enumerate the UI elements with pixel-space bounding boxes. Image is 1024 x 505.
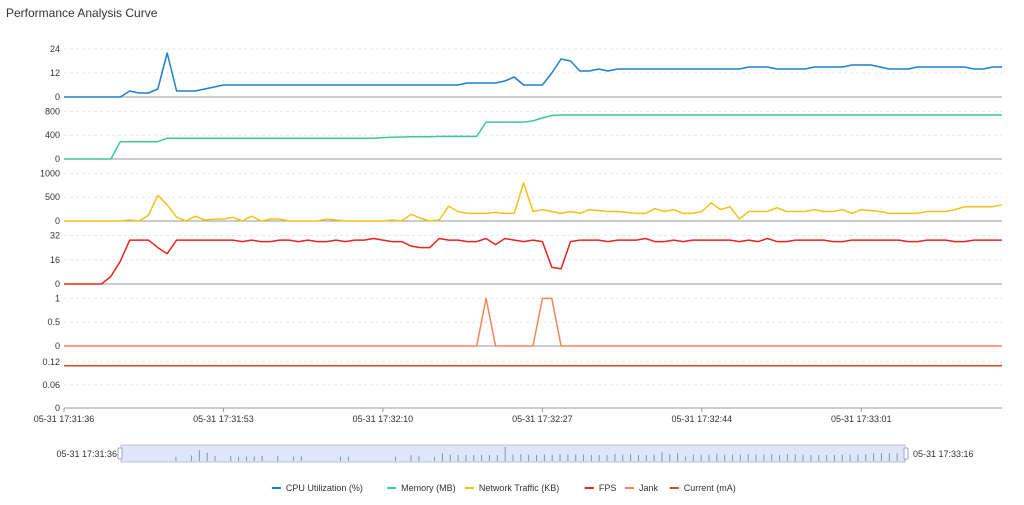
series-line-jank <box>64 297 1002 347</box>
series-line-cpu-utilization <box>64 52 1002 98</box>
y-tick-label: 1000 <box>40 168 60 178</box>
y-tick-label: 500 <box>45 192 60 202</box>
zoom-start-label: 05-31 17:31:36 <box>56 449 117 459</box>
y-tick-label: 24 <box>50 44 60 54</box>
legend-item-label[interactable]: CPU Utilization (%) <box>286 483 363 493</box>
y-tick-label: 0 <box>55 403 60 413</box>
y-tick-label: 16 <box>50 255 60 265</box>
y-tick-label: 0 <box>55 154 60 164</box>
y-tick-label: 0.5 <box>47 317 60 327</box>
legend-item-label[interactable]: Jank <box>639 483 659 493</box>
zoom-end-label: 05-31 17:33:16 <box>913 449 974 459</box>
x-tick-label: 05-31 17:31:36 <box>34 414 95 424</box>
y-tick-label: 0.06 <box>42 380 60 390</box>
y-tick-label: 800 <box>45 106 60 116</box>
y-tick-label: 32 <box>50 231 60 241</box>
legend-item-label[interactable]: Memory (MB) <box>401 483 456 493</box>
legend-item-label[interactable]: Network Traffic (KB) <box>479 483 559 493</box>
y-tick-label: 0 <box>55 341 60 351</box>
x-tick-label: 05-31 17:32:10 <box>353 414 414 424</box>
page-title: Performance Analysis Curve <box>6 6 158 20</box>
x-tick-label: 05-31 17:32:27 <box>512 414 573 424</box>
x-tick-label: 05-31 17:31:53 <box>193 414 254 424</box>
series-line-memory-mb <box>64 114 1002 160</box>
y-tick-label: 0.12 <box>42 357 60 367</box>
x-tick-label: 05-31 17:32:44 <box>672 414 733 424</box>
y-tick-label: 12 <box>50 68 60 78</box>
y-tick-label: 0 <box>55 216 60 226</box>
legend-item-label[interactable]: FPS <box>599 483 617 493</box>
zoom-handle-left[interactable] <box>117 447 123 460</box>
y-tick-label: 400 <box>45 130 60 140</box>
y-tick-label: 1 <box>55 293 60 303</box>
x-tick-label: 05-31 17:33:01 <box>831 414 892 424</box>
series-line-network-traffic-kb <box>64 182 1003 222</box>
series-line-fps <box>64 237 1002 285</box>
y-tick-label: 0 <box>55 279 60 289</box>
zoom-handle-right[interactable] <box>903 447 909 460</box>
legend-item-label[interactable]: Current (mA) <box>684 483 736 493</box>
y-tick-label: 0 <box>55 92 60 102</box>
